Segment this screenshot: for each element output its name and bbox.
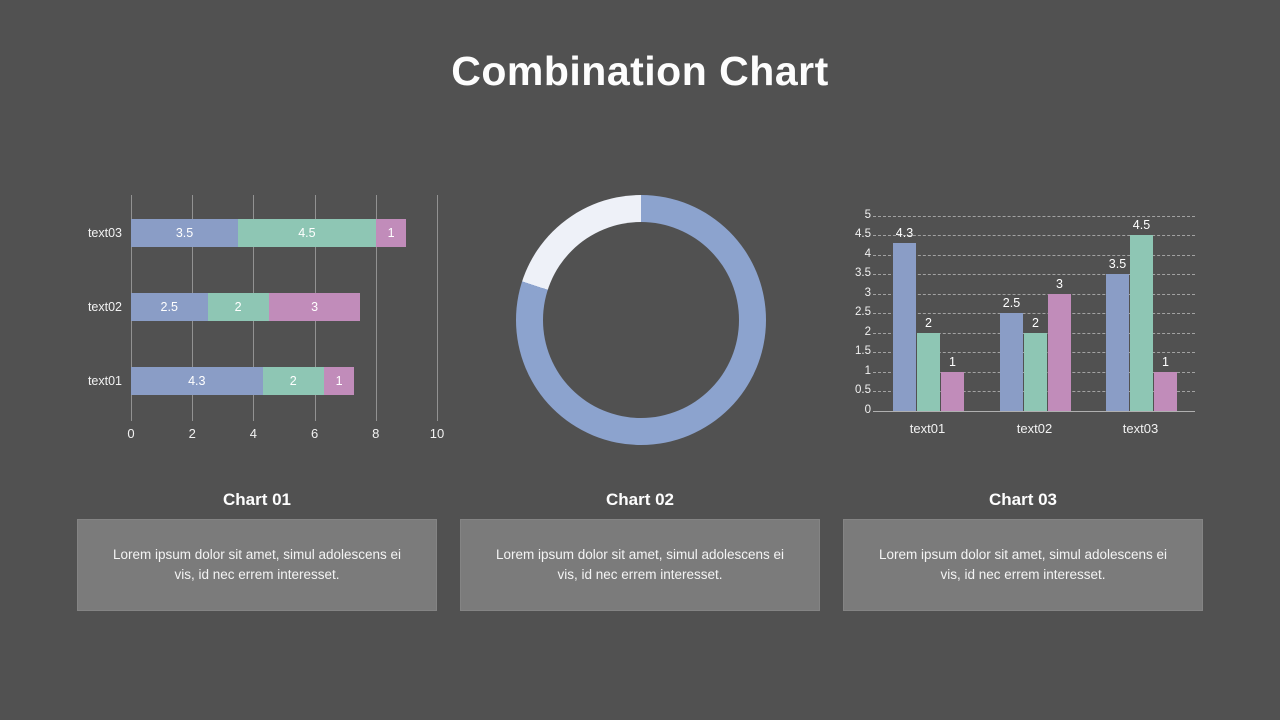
chart01-category-label: text02 [87,300,122,314]
chart03-axis-tick-label: 3 [864,286,871,299]
chart03-gridline [873,411,1195,412]
chart01-category-label: text01 [87,374,122,388]
chart01-bar-segment: 4.5 [238,219,376,247]
chart03-axis-tick-label: 0 [864,404,871,416]
chart01-axis-tick-label: 10 [429,426,445,441]
chart03-gridline [873,254,1195,256]
chart03-bar [1048,293,1071,411]
chart01-bar-segment: 1 [375,219,407,247]
chart03-bar-value-label: 2 [1032,315,1039,330]
chart03-axis-tick-label: 3.5 [855,267,871,280]
chart03-gridline [873,293,1195,295]
chart03-axis-tick-label: 1 [864,364,871,377]
chart01-bar-segment: 3.5 [131,219,239,247]
chart03-axis-tick-label: 4.5 [855,228,871,241]
chart03-bar-value-label: 4.5 [1132,218,1151,233]
chart01-bar-segment: 4.3 [131,367,263,395]
chart03-gridline [873,274,1195,276]
caption-box-chart01: Lorem ipsum dolor sit amet, simul adoles… [77,519,437,611]
chart01-bar-segment: 2 [207,293,269,321]
chart01-bar-segment: 2 [262,367,324,395]
chart03-bar [917,332,940,411]
chart03-bar [1154,371,1177,411]
chart01-bar-segment: 1 [323,367,355,395]
caption-title-chart02: Chart 02 [605,490,675,509]
chart03-axis-tick-label: 1.5 [855,345,871,358]
donut-chart [516,195,766,445]
chart01-axis-tick-label: 4 [249,426,257,441]
chart03-bar-value-label: 4.3 [895,226,914,241]
chart03-bar [1024,332,1047,411]
chart03-bar [941,371,964,411]
chart03-bar-value-label: 1 [1162,354,1169,369]
chart01-category-label: text03 [87,226,122,240]
chart01-gridline [437,195,438,421]
caption-body-chart01: Lorem ipsum dolor sit amet, simul adoles… [112,547,402,582]
chart03-bar [1106,274,1129,411]
grouped-vertical-bar-chart: 0 0.5 1 1.5 2 2.5 3 3.5 4 4.5 5 4.3 2 1 text01 2.5 2 3 tex… [845,205,1215,450]
chart03-bar-value-label: 3 [1056,276,1063,291]
chart01-bar-segment: 3 [268,293,361,321]
chart03-bar-value-label: 1 [949,354,956,369]
caption-body-chart03: Lorem ipsum dolor sit amet, simul adoles… [878,547,1168,582]
chart01-axis-tick-label: 2 [188,426,196,441]
caption-box-chart02: Lorem ipsum dolor sit amet, simul adoles… [460,519,820,611]
caption-title-chart01: Chart 01 [222,490,292,509]
chart03-gridline [873,215,1195,217]
chart01-bar-segment: 2.5 [131,293,208,321]
slide-title: Combination Chart [451,48,829,94]
caption-title-chart03: Chart 03 [988,490,1058,509]
chart03-gridline [873,313,1195,315]
chart01-axis-tick-label: 6 [310,426,319,441]
chart03-bar-value-label: 2.5 [1002,296,1021,311]
chart03-axis-tick-label: 5 [864,208,871,221]
chart01-gridline [375,195,377,421]
caption-box-chart03: Lorem ipsum dolor sit amet, simul adoles… [843,519,1203,611]
chart01-axis-tick-label: 0 [127,426,135,441]
chart03-bar-value-label: 2 [925,315,932,330]
chart03-gridline [873,235,1195,237]
chart03-category-label: text02 [1016,421,1053,436]
chart03-bar [1000,313,1023,411]
chart03-bar [1130,235,1153,411]
stacked-horizontal-bar-chart: 0 2 4 6 8 10 text01 4.3 2 1 text02 2.5 2 3 text03 3.5 4.… [80,195,460,450]
chart01-axis-tick-label: 8 [372,426,380,441]
caption-body-chart02: Lorem ipsum dolor sit amet, simul adoles… [495,547,785,582]
chart03-category-label: text03 [1122,421,1159,436]
chart03-axis-tick-label: 0.5 [855,384,871,397]
donut-hole [543,222,739,418]
chart03-axis-tick-label: 4 [864,247,871,260]
chart03-category-label: text01 [909,421,946,436]
chart03-axis-tick-label: 2 [864,325,871,338]
chart03-axis-tick-label: 2.5 [855,306,871,319]
chart03-bar [893,243,916,411]
chart03-bar-value-label: 3.5 [1108,257,1127,272]
